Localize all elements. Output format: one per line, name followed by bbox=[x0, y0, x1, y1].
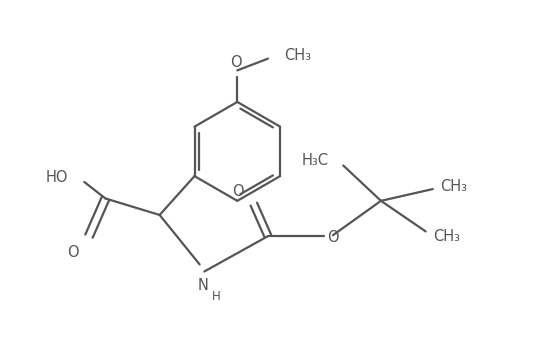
Text: HO: HO bbox=[45, 170, 68, 185]
Text: H: H bbox=[212, 290, 221, 303]
Text: O: O bbox=[67, 245, 79, 260]
Text: O: O bbox=[230, 55, 242, 70]
Text: O: O bbox=[232, 185, 244, 199]
Text: N: N bbox=[197, 278, 208, 293]
Text: O: O bbox=[327, 230, 338, 245]
Text: CH₃: CH₃ bbox=[433, 229, 460, 244]
Text: CH₃: CH₃ bbox=[284, 48, 311, 63]
Text: CH₃: CH₃ bbox=[440, 179, 467, 194]
Text: H₃C: H₃C bbox=[301, 153, 328, 168]
